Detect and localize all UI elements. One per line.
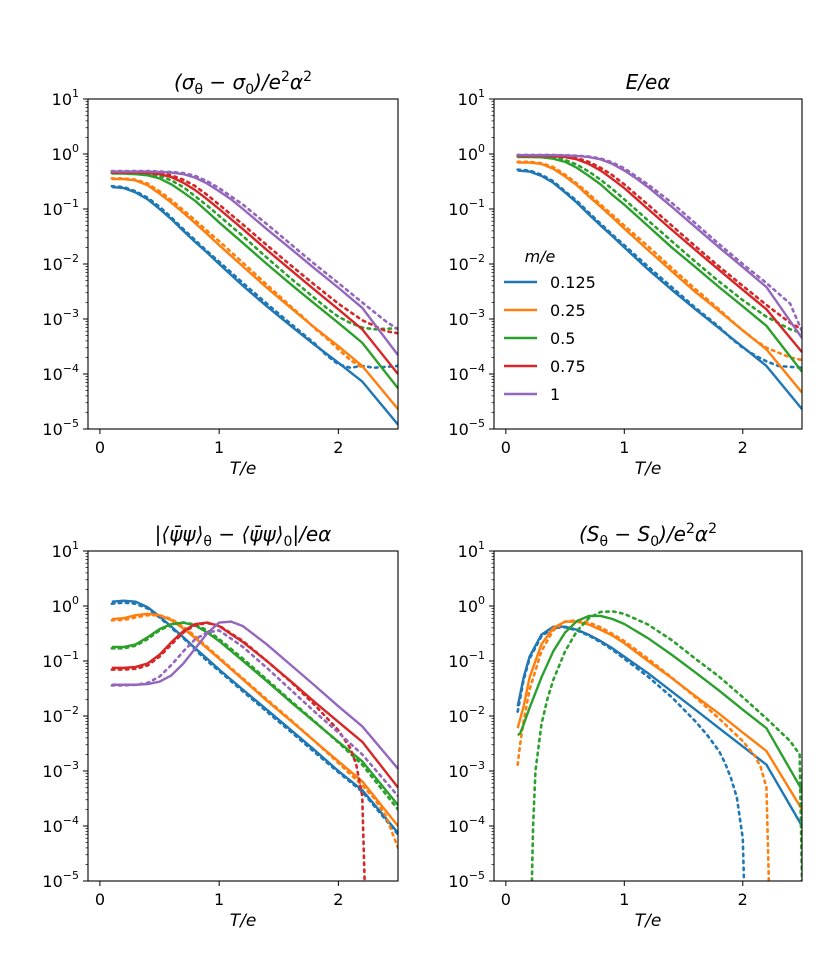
x-tick-label: 0 <box>95 890 105 909</box>
y-tick-label: 10−1 <box>42 649 79 671</box>
y-tick-label: 10−4 <box>448 814 485 836</box>
y-tick-label: 10−5 <box>448 869 485 891</box>
series-line-0.75-solid <box>111 621 398 789</box>
legend-title: m/e <box>525 247 556 266</box>
y-tick-label: 10−5 <box>448 417 485 439</box>
x-tick-label: 2 <box>333 890 343 909</box>
series-line-0.75-dotted <box>110 621 366 881</box>
x-tick-label: 2 <box>738 890 748 909</box>
y-tick-label: 10−3 <box>42 307 79 329</box>
series-line-0.75-solid <box>517 154 802 353</box>
series-line-0.75-solid <box>111 171 398 375</box>
series-line-0.125-dotted <box>516 168 802 370</box>
series-line-0.125-solid <box>516 625 802 827</box>
y-tick-label: 100 <box>458 594 485 616</box>
series-line-1-solid <box>111 620 398 770</box>
x-tick-label: 1 <box>214 438 224 457</box>
legend-label-0.5: 0.5 <box>550 329 575 348</box>
series-line-1-solid <box>517 154 802 339</box>
y-tick-label: 10−5 <box>42 417 79 439</box>
y-tick-label: 101 <box>52 539 79 561</box>
y-tick-label: 10−4 <box>42 814 79 836</box>
y-tick-label: 10−2 <box>42 704 79 726</box>
x-axis-label: T/e <box>230 459 257 479</box>
x-axis-label: T/e <box>230 911 257 931</box>
y-tick-label: 10−2 <box>42 252 79 274</box>
series-line-0.25-dotted <box>110 613 398 850</box>
y-tick-label: 10−3 <box>448 307 485 329</box>
y-tick-label: 100 <box>458 142 485 164</box>
y-tick-label: 10−3 <box>448 759 485 781</box>
series-line-0.125-solid <box>111 599 398 834</box>
x-tick-label: 2 <box>738 438 748 457</box>
panel-title: E/eα <box>626 70 671 94</box>
legend-label-0.25: 0.25 <box>550 301 586 320</box>
series-line-0.5-solid <box>517 614 802 791</box>
x-tick-label: 2 <box>333 438 343 457</box>
series-group <box>110 169 398 426</box>
y-tick-label: 10−1 <box>448 197 485 219</box>
series-line-0.125-dotted <box>110 184 398 370</box>
panel-2: 0 1 2 101 100 10−1 10−2 10−3 10−4 10−5 T/e E/eα m/e 0… <box>448 70 803 479</box>
y-tick-label: 10−1 <box>448 649 485 671</box>
y-tick-label: 101 <box>458 87 485 109</box>
panel-4: 0 1 2 101 100 10−1 10−2 10−3 10−4 10−5 T/e (Sθ − S0… <box>448 521 803 931</box>
series-line-0.5-dotted <box>110 171 398 331</box>
legend-label-0.125: 0.125 <box>550 273 596 292</box>
panel-title: (Sθ − S0)/e2α2 <box>579 521 717 550</box>
series-line-0.25-solid <box>516 620 802 811</box>
y-tick-label: 100 <box>52 594 79 616</box>
series-line-0.125-solid <box>111 185 398 426</box>
panel-title: |⟨ψ̄ψ⟩θ − ⟨ψ̄ψ⟩0|/eα <box>155 522 332 550</box>
series-line-1-solid <box>111 170 398 356</box>
x-axis-label: T/e <box>635 459 662 479</box>
series-line-0.25-dotted <box>516 618 771 881</box>
series-line-0.25-dotted <box>516 160 802 362</box>
series-line-1-dotted <box>110 629 398 798</box>
series-line-0.125-dotted <box>110 601 398 836</box>
legend-label-1: 1 <box>550 385 560 404</box>
x-tick-label: 1 <box>619 438 629 457</box>
series-line-0.5-dotted <box>110 621 398 811</box>
series-line-0.5-dotted <box>516 155 802 335</box>
y-tick-label: 10−2 <box>448 252 485 274</box>
series-group <box>516 153 802 410</box>
panel-1: 0 1 2 101 100 10−1 10−2 10−3 10−4 10−5 T/e (σθ − σ0… <box>42 69 399 479</box>
y-tick-label: 101 <box>52 87 79 109</box>
legend: m/e 0.125 0.25 0.5 0.75 1 <box>504 247 596 404</box>
series-line-0.5-dotted <box>530 610 802 881</box>
panel-title: (σθ − σ0)/e2α2 <box>174 69 312 98</box>
series-line-0.25-dotted <box>110 177 364 370</box>
legend-label-0.75: 0.75 <box>550 357 586 376</box>
y-tick-label: 10−1 <box>42 197 79 219</box>
y-tick-label: 10−4 <box>448 362 485 384</box>
y-tick-label: 10−3 <box>42 759 79 781</box>
series-line-0.5-solid <box>111 172 398 390</box>
x-tick-label: 0 <box>501 890 511 909</box>
panel-3: 0 1 2 101 100 10−1 10−2 10−3 10−4 10−5 T/e |⟨ψ̄ψ⟩θ … <box>42 522 399 931</box>
x-tick-label: 1 <box>214 890 224 909</box>
y-tick-label: 10−4 <box>42 362 79 384</box>
x-tick-label: 0 <box>501 438 511 457</box>
y-tick-label: 100 <box>52 142 79 164</box>
series-group <box>516 610 802 881</box>
x-tick-label: 1 <box>619 890 629 909</box>
x-tick-label: 0 <box>95 438 105 457</box>
series-line-0.125-dotted <box>516 625 746 881</box>
x-axis-label: T/e <box>635 911 662 931</box>
axes-frame <box>493 550 803 882</box>
y-tick-label: 10−5 <box>42 869 79 891</box>
series-line-1-dotted <box>516 153 802 333</box>
y-tick-label: 10−2 <box>448 704 485 726</box>
series-line-0.5-solid <box>517 155 802 373</box>
y-tick-label: 101 <box>458 539 485 561</box>
series-line-1-dotted <box>110 169 398 331</box>
series-line-0.75-dotted <box>516 154 802 331</box>
series-group <box>110 599 398 881</box>
